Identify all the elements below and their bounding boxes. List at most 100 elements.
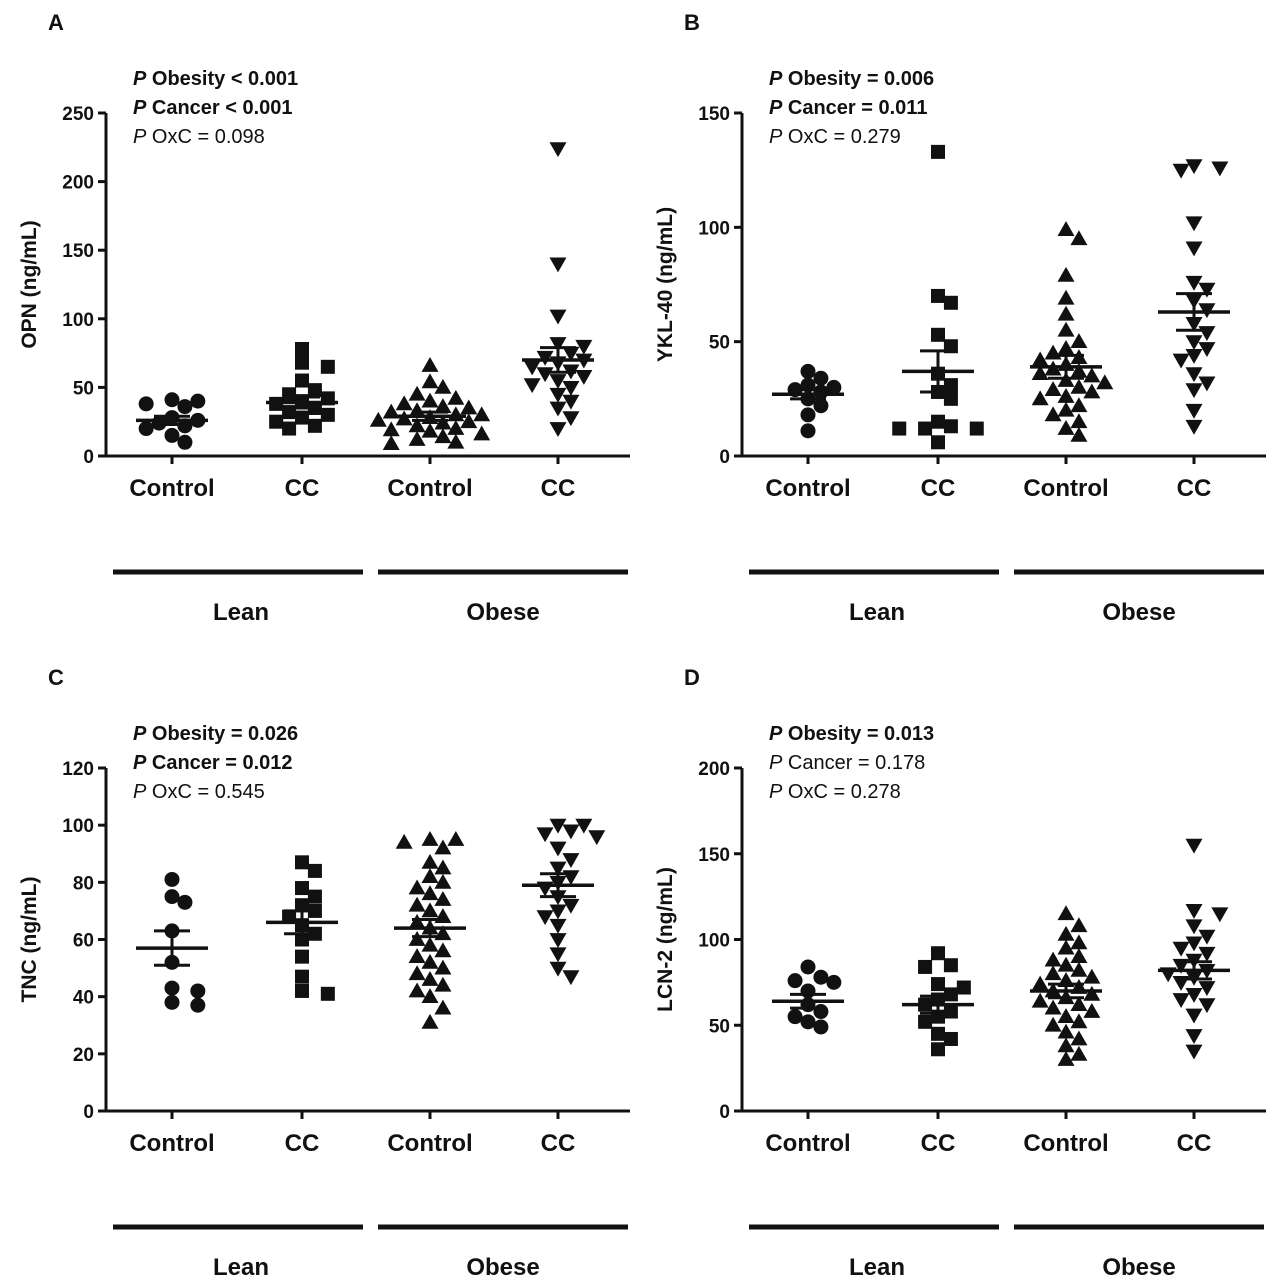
y-tick-label: 100	[698, 218, 730, 239]
data-point	[1070, 1030, 1088, 1046]
data-point	[177, 399, 193, 415]
data-point	[931, 1026, 945, 1041]
data-point	[1198, 376, 1216, 392]
y-tick-label: 50	[709, 333, 730, 354]
data-point	[536, 827, 554, 843]
p-prefix: P	[769, 752, 783, 774]
data-point	[190, 393, 206, 409]
data-point	[956, 980, 971, 995]
category-label: Control	[129, 1130, 214, 1157]
data-point	[295, 969, 309, 984]
data-point	[177, 894, 193, 910]
data-point	[800, 1014, 816, 1030]
data-point	[307, 383, 322, 398]
category-label: Control	[765, 475, 850, 502]
y-tick-label: 150	[62, 241, 94, 262]
data-point	[307, 889, 322, 904]
data-point	[562, 394, 580, 410]
data-point	[1057, 956, 1075, 972]
data-point	[1044, 999, 1062, 1015]
data-point	[575, 370, 593, 385]
data-point	[408, 931, 426, 946]
data-point	[1172, 941, 1190, 957]
y-tick-label: 100	[62, 310, 94, 331]
category-label: CC	[541, 475, 576, 502]
group-label-lean: Lean	[849, 599, 905, 626]
data-point	[549, 947, 567, 963]
data-point	[1031, 351, 1049, 367]
data-point	[282, 421, 297, 436]
p-prefix: P	[769, 68, 783, 90]
data-point	[1070, 917, 1088, 933]
data-point	[549, 933, 567, 948]
data-point	[1083, 383, 1101, 399]
data-point	[1044, 965, 1062, 981]
data-point	[421, 868, 439, 883]
data-point	[408, 431, 426, 446]
y-tick-label: 150	[698, 845, 730, 866]
data-point	[395, 833, 413, 849]
data-point	[282, 387, 297, 402]
data-point	[549, 142, 567, 158]
data-point	[408, 948, 426, 964]
data-point	[562, 824, 580, 840]
group-label-lean: Lean	[213, 599, 269, 626]
data-point	[138, 396, 154, 412]
data-point	[295, 855, 309, 870]
panel-letter: C	[48, 665, 64, 690]
data-point	[434, 428, 452, 444]
data-point	[447, 830, 465, 846]
data-point	[434, 414, 452, 430]
data-point	[1185, 1008, 1203, 1024]
data-point	[549, 374, 567, 390]
data-point	[943, 987, 958, 1002]
data-point	[1185, 383, 1203, 399]
p-value-stat: P Cancer = 0.178	[769, 752, 925, 774]
p-text: Obesity < 0.001	[146, 68, 298, 90]
data-point	[1070, 362, 1088, 378]
y-tick-label: 60	[73, 931, 94, 952]
data-point	[421, 356, 439, 372]
data-point	[282, 909, 297, 924]
category-label: Control	[1023, 475, 1108, 502]
data-point	[549, 918, 567, 934]
data-point	[1044, 344, 1062, 360]
p-text: Cancer < 0.001	[146, 97, 292, 119]
data-point	[1057, 1051, 1075, 1066]
data-point	[1044, 951, 1062, 967]
chart-panel-C: C 0 20 40 60 80 100 120 Control CC Control CC TNC (n…	[18, 665, 630, 1279]
data-point	[421, 902, 439, 918]
data-point	[1185, 335, 1203, 351]
y-tick-label: 40	[73, 988, 94, 1009]
category-label: Control	[129, 475, 214, 502]
data-point	[1057, 305, 1075, 321]
data-point	[562, 898, 580, 914]
data-point	[164, 392, 180, 408]
data-point	[549, 422, 567, 438]
data-point	[408, 913, 426, 929]
data-point	[1057, 905, 1075, 921]
data-point	[800, 407, 816, 423]
panel-letter: D	[684, 665, 700, 690]
data-point	[1057, 925, 1075, 941]
data-point	[434, 859, 452, 875]
data-point	[813, 398, 829, 414]
data-point	[408, 417, 426, 433]
p-prefix: P	[769, 723, 783, 745]
chart-panel-D: D 0 50 100 150 200 Control CC Control CC LCN-2 (ng…	[654, 665, 1266, 1279]
data-point	[562, 970, 580, 986]
data-point	[931, 144, 945, 159]
data-point	[918, 1014, 933, 1029]
data-point	[1070, 1013, 1088, 1029]
data-point	[800, 423, 816, 439]
category-label: CC	[285, 475, 320, 502]
data-point	[1198, 342, 1216, 358]
category-label: Control	[387, 1130, 472, 1157]
data-point	[1031, 975, 1049, 991]
data-point	[943, 1004, 958, 1019]
category-label: CC	[921, 1130, 956, 1157]
data-point	[382, 435, 400, 451]
y-tick-label: 150	[698, 104, 730, 125]
data-point	[1083, 1003, 1101, 1018]
p-prefix: P	[769, 126, 783, 148]
